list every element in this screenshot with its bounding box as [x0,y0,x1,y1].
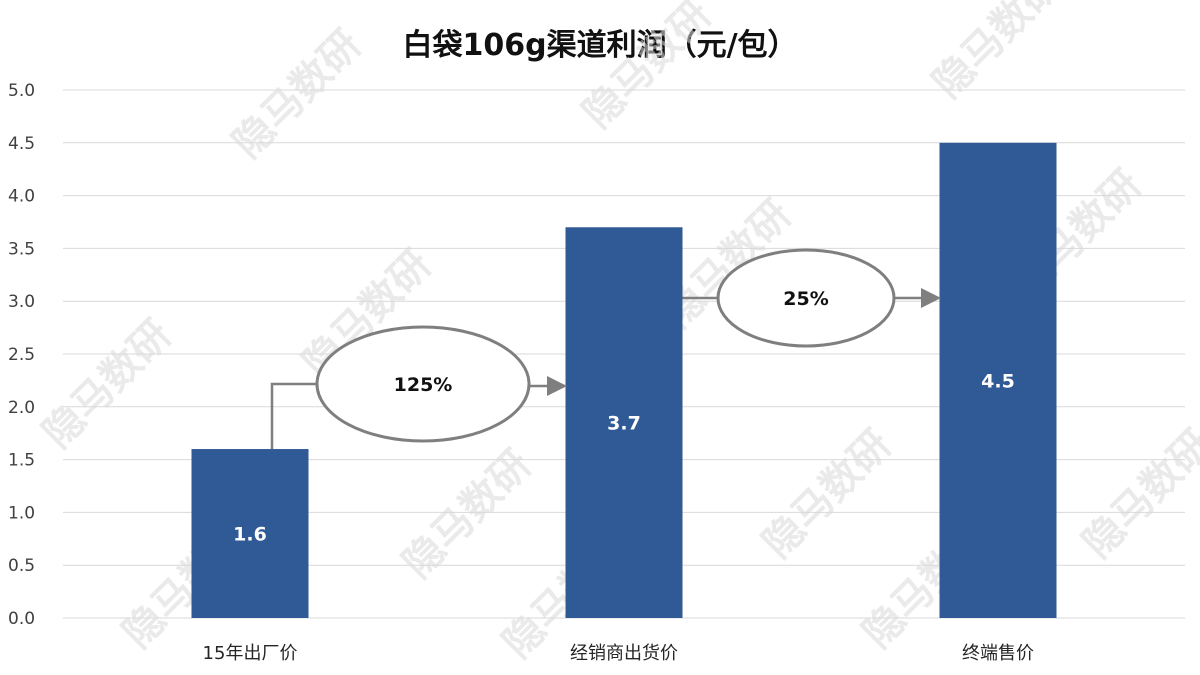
chart-title: 白袋106g渠道利润（元/包） [402,28,798,63]
data-label: 3.7 [607,413,641,435]
watermark: 隐马数研 [575,0,721,137]
y-tick-label: 1.5 [8,451,35,471]
growth-label: 125% [394,374,453,396]
watermark: 隐马数研 [755,421,901,567]
data-label: 1.6 [233,524,267,546]
connector-line [270,382,317,450]
data-label: 4.5 [981,370,1015,392]
watermark: 隐马数研 [225,21,371,167]
y-tick-label: 4.0 [8,187,35,207]
y-tick-label: 3.5 [8,239,35,259]
watermark: 隐马数研 [35,311,181,457]
bar [939,142,1057,619]
x-tick-label: 终端售价 [962,643,1034,664]
y-tick-label: 4.5 [8,134,35,154]
y-tick-label: 3.0 [8,292,35,312]
y-tick-label: 1.0 [8,503,35,523]
y-tick-label: 2.5 [8,345,35,365]
bar [191,449,309,618]
growth-ellipse [315,325,531,443]
x-tick-label: 经销商出货价 [570,643,678,664]
y-tick-label: 2.0 [8,398,35,418]
bar [565,227,683,618]
y-tick-label: 0.0 [8,609,35,629]
y-tick-label: 5.0 [8,81,35,101]
x-tick-label: 15年出厂价 [203,643,298,664]
watermark: 隐马数研 [1075,421,1200,567]
y-tick-label: 0.5 [8,556,35,576]
growth-label: 25% [783,288,828,310]
watermark: 隐马数研 [925,0,1071,107]
